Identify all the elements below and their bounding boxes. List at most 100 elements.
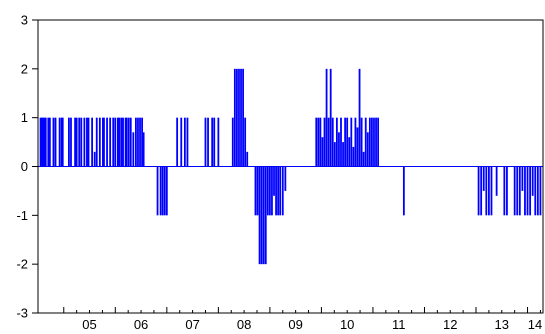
bar xyxy=(87,117,90,167)
x-axis: 05 06 07 08 09 10 11 12 13 14 xyxy=(63,307,542,332)
bar xyxy=(137,117,139,167)
bar xyxy=(477,166,480,216)
bar xyxy=(275,166,277,216)
bar xyxy=(325,68,328,167)
bar xyxy=(321,137,324,167)
bar xyxy=(233,68,236,167)
bar xyxy=(333,142,336,167)
bar xyxy=(360,117,363,167)
bar xyxy=(231,117,234,167)
bar xyxy=(135,117,137,167)
bar xyxy=(109,117,112,167)
bar xyxy=(48,117,51,167)
bar xyxy=(362,151,365,167)
bar xyxy=(211,117,214,167)
bar xyxy=(354,117,357,167)
bar xyxy=(342,142,344,167)
bar xyxy=(165,166,168,216)
bar xyxy=(358,68,361,167)
bar xyxy=(266,166,269,216)
bar xyxy=(122,117,124,167)
bar xyxy=(39,117,42,167)
bar xyxy=(373,117,375,167)
bar xyxy=(277,166,280,216)
bar xyxy=(346,117,349,167)
y-tick-label: -2 xyxy=(16,257,28,272)
bar xyxy=(183,117,186,167)
bar xyxy=(70,117,72,167)
bar xyxy=(91,117,94,167)
bar xyxy=(281,166,284,216)
bar xyxy=(44,117,47,167)
bar xyxy=(103,117,105,167)
bars xyxy=(39,68,542,265)
bar xyxy=(348,137,351,167)
bar xyxy=(180,117,183,167)
bar xyxy=(366,132,369,167)
bar xyxy=(176,117,179,167)
bar xyxy=(495,166,498,196)
x-tick-label: 10 xyxy=(340,317,354,332)
bar xyxy=(534,166,537,216)
bar xyxy=(273,166,275,196)
y-tick-label: 0 xyxy=(21,159,28,174)
bar xyxy=(116,117,119,167)
bar xyxy=(344,117,347,167)
bar xyxy=(485,166,488,216)
bar xyxy=(75,117,78,167)
bar xyxy=(539,166,542,216)
x-tick-label: 14 xyxy=(528,317,542,332)
y-tick-label: 2 xyxy=(21,61,28,76)
bar xyxy=(521,166,524,191)
bar xyxy=(279,166,282,216)
bar xyxy=(242,68,244,167)
bar xyxy=(186,117,189,167)
x-tick-label: 12 xyxy=(443,317,457,332)
bar xyxy=(371,117,373,167)
bar xyxy=(377,117,380,167)
bar xyxy=(93,151,96,167)
bar xyxy=(331,117,334,167)
bar xyxy=(204,117,207,167)
bar xyxy=(262,166,265,265)
bar xyxy=(86,117,88,167)
bar xyxy=(356,127,359,167)
bar xyxy=(340,117,342,167)
bar xyxy=(536,166,539,216)
bar xyxy=(217,117,220,167)
bar xyxy=(125,117,128,167)
bar xyxy=(329,68,332,167)
bar xyxy=(246,151,249,167)
bar xyxy=(95,117,98,167)
bar xyxy=(78,117,81,167)
bar xyxy=(268,166,271,216)
bar xyxy=(244,117,247,167)
bar xyxy=(106,117,108,167)
bar xyxy=(159,166,162,216)
x-tick-label: 05 xyxy=(82,317,96,332)
bar xyxy=(258,166,261,265)
bar xyxy=(207,117,209,167)
bar xyxy=(98,117,101,167)
bar xyxy=(58,117,61,167)
bar xyxy=(236,68,238,167)
bar xyxy=(327,117,330,167)
y-axis: -3 -2 -1 0 1 2 3 xyxy=(16,13,38,321)
bar xyxy=(503,166,506,216)
bar xyxy=(335,117,338,167)
bar xyxy=(114,117,117,167)
bar xyxy=(80,117,83,167)
bar xyxy=(256,166,259,216)
bar xyxy=(518,166,521,216)
bar xyxy=(317,117,320,167)
bar xyxy=(42,117,45,167)
bar xyxy=(52,117,55,167)
x-tick-label: 13 xyxy=(495,317,509,332)
bar xyxy=(323,117,326,167)
bar xyxy=(524,166,526,216)
x-tick-label: 09 xyxy=(288,317,302,332)
bar xyxy=(254,166,257,216)
bar xyxy=(120,117,123,167)
bar xyxy=(352,146,355,167)
bar xyxy=(213,117,216,167)
